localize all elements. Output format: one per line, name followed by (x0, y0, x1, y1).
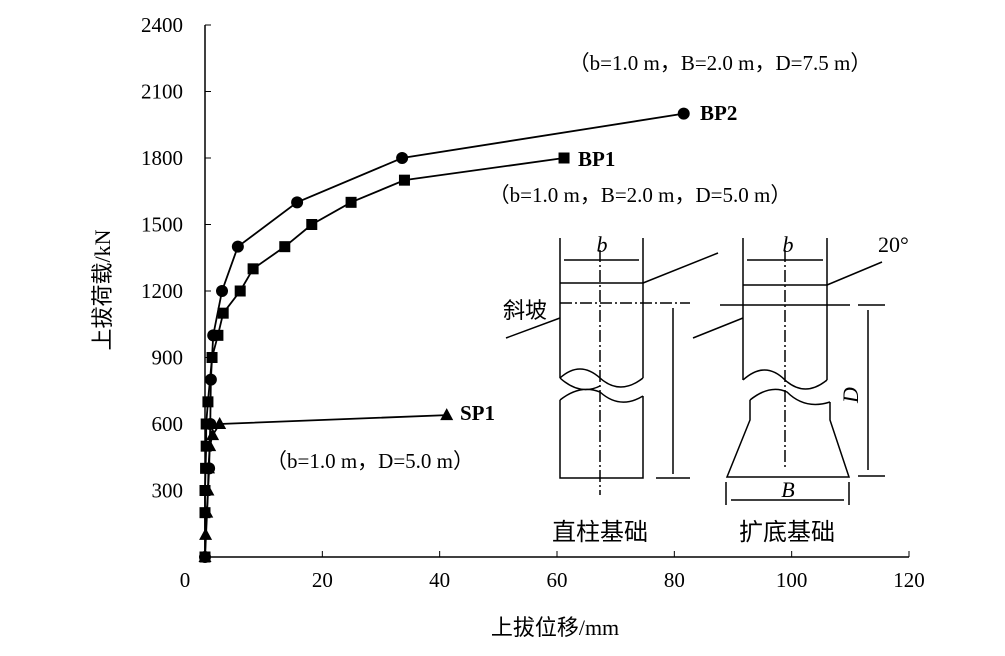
data-point-bp2 (291, 196, 304, 209)
series-line-bp1 (204, 157, 565, 557)
data-point-sp1 (213, 417, 227, 429)
data-point-sp1 (200, 505, 214, 518)
y-tick-label: 2100 (141, 80, 183, 104)
x-tick-label: 0 (180, 568, 191, 592)
data-point-bp1 (212, 329, 224, 341)
bp2-label: BP2 (700, 101, 737, 125)
D-dimension: D (838, 387, 863, 404)
data-point-sp1 (198, 550, 212, 562)
b-dimension-left: b (597, 232, 608, 257)
x-tick-label: 60 (547, 568, 568, 592)
x-tick-label: 80 (664, 568, 685, 592)
data-point-bp1 (558, 152, 570, 164)
data-point-bp2 (231, 240, 244, 253)
B-dimension: B (781, 477, 794, 502)
x-tick-label: 100 (776, 568, 808, 592)
data-point-bp1 (202, 396, 214, 408)
y-tick-label: 300 (152, 479, 184, 503)
sp1-label: SP1 (460, 401, 495, 425)
y-tick-label: 1200 (141, 279, 183, 303)
y-tick-label: 2400 (141, 13, 183, 37)
data-point-bp1 (247, 263, 259, 275)
series-line-sp1 (204, 414, 447, 558)
x-tick-label: 120 (893, 568, 925, 592)
y-axis-label: 上拔荷载/kN (90, 229, 115, 350)
bp1-note: （b=1.0 m，B=2.0 m，D=5.0 m） (489, 183, 792, 207)
data-point-sp1 (202, 461, 216, 474)
x-tick-label: 20 (312, 568, 333, 592)
data-point-bp2 (216, 285, 229, 297)
b-dimension-right: b (783, 232, 794, 257)
x-axis-label: 上拔位移/mm (491, 615, 619, 640)
data-point-bp1 (217, 307, 229, 319)
straight-foundation-label: 直柱基础 (552, 519, 648, 546)
data-point-bp2 (396, 152, 409, 164)
bp2-note: （b=1.0 m，B=2.0 m，D=7.5 m） (569, 51, 872, 75)
y-tick-label: 600 (152, 412, 184, 436)
series-line-bp2 (204, 112, 684, 558)
bp1-label: BP1 (578, 147, 615, 171)
data-point-bp2 (677, 107, 690, 120)
data-point-sp1 (206, 428, 220, 441)
data-point-bp1 (279, 241, 291, 253)
data-point-bp1 (306, 219, 318, 230)
data-point-bp1 (200, 418, 212, 430)
series-layer (198, 107, 690, 563)
x-tick-label: 40 (429, 568, 450, 592)
belled-foundation-label: 扩底基础 (739, 519, 835, 546)
data-point-bp1 (345, 196, 357, 208)
data-point-bp1 (398, 174, 410, 186)
axes: 0 20 40 60 80 100 120 300 600 900 1200 1500 1800 2100… (141, 13, 925, 592)
slope-label: 斜坡 (503, 298, 547, 323)
data-point-sp1 (199, 527, 213, 540)
foundation-diagram (505, 238, 885, 505)
data-point-sp1 (201, 483, 215, 496)
y-tick-label: 900 (152, 346, 184, 370)
angle-label: 20° (878, 232, 909, 257)
data-point-bp1 (206, 352, 218, 363)
y-tick-label: 1500 (141, 213, 183, 237)
y-tick-label: 1800 (141, 146, 183, 170)
data-point-sp1 (440, 408, 454, 421)
data-point-bp1 (234, 285, 246, 297)
data-point-sp1 (203, 439, 217, 452)
sp1-note: （b=1.0 m，D=5.0 m） (266, 449, 474, 473)
